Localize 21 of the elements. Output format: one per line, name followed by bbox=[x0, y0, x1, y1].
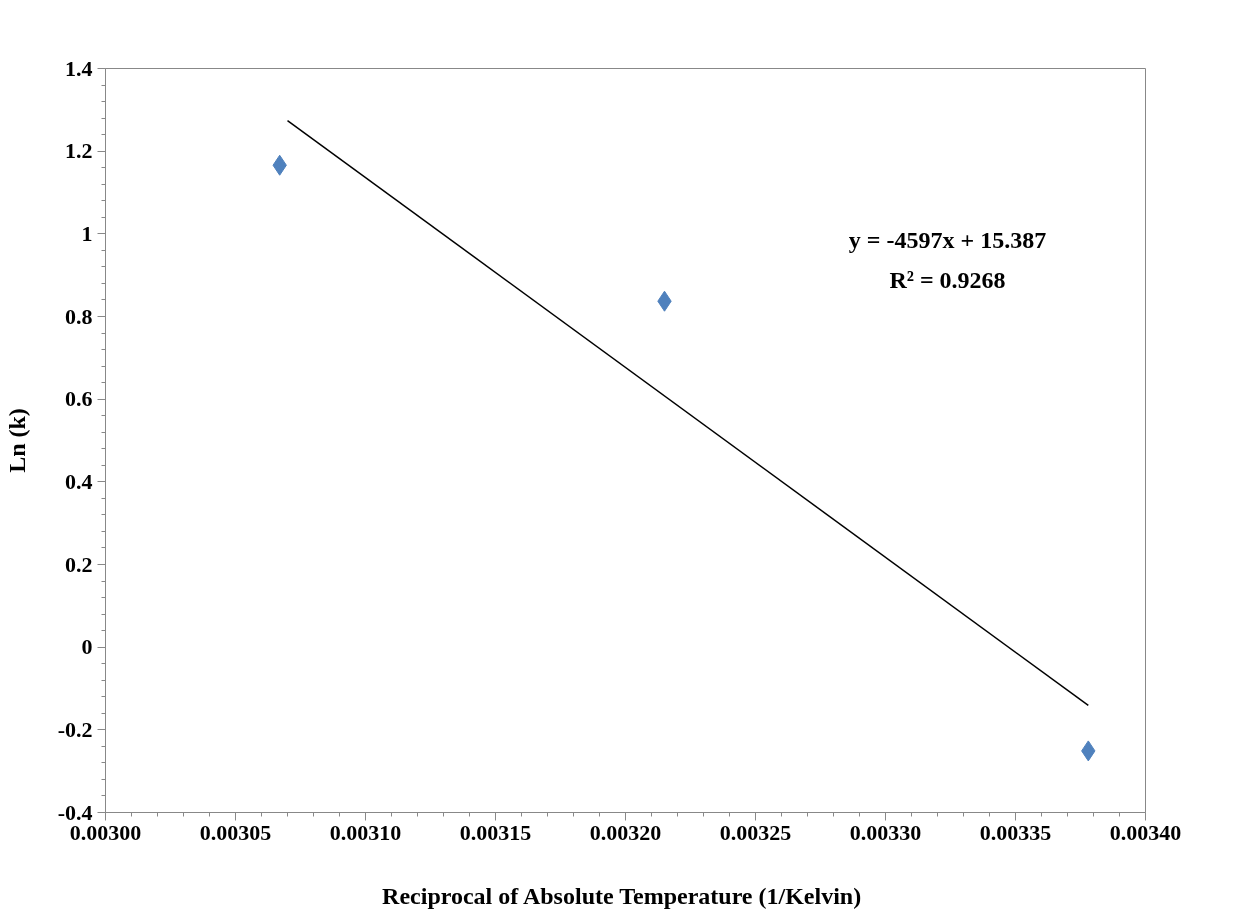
x-tick-label: 0.00330 bbox=[849, 819, 922, 845]
x-tick-label: 0.00320 bbox=[589, 819, 662, 845]
y-tick-label: 0.2 bbox=[65, 551, 93, 577]
x-tick-label: 0.00305 bbox=[199, 819, 272, 845]
x-tick-label: 0.00340 bbox=[1109, 819, 1182, 845]
x-axis-title: Reciprocal of Absolute Temperature (1/Kelvin) bbox=[382, 882, 862, 909]
y-tick-label: 0 bbox=[81, 634, 93, 660]
y-tick-label: 1 bbox=[81, 220, 93, 246]
y-tick-label: 0.4 bbox=[65, 468, 93, 494]
y-tick-label: -0.2 bbox=[57, 716, 93, 742]
annotation: R² = 0.9268 bbox=[889, 266, 1006, 293]
y-tick-label: 0.8 bbox=[65, 303, 93, 329]
x-tick-label: 0.00335 bbox=[979, 819, 1052, 845]
x-tick-label: 0.00315 bbox=[459, 819, 532, 845]
y-tick-label: 0.6 bbox=[65, 386, 93, 412]
x-tick-label: 0.00310 bbox=[329, 819, 402, 845]
y-tick-label: 1.2 bbox=[65, 138, 93, 164]
y-tick-label: 1.4 bbox=[65, 55, 93, 81]
y-axis-title: Ln (k) bbox=[3, 408, 30, 473]
x-tick-label: 0.00325 bbox=[719, 819, 792, 845]
annotation: y = -4597x + 15.387 bbox=[848, 226, 1047, 253]
